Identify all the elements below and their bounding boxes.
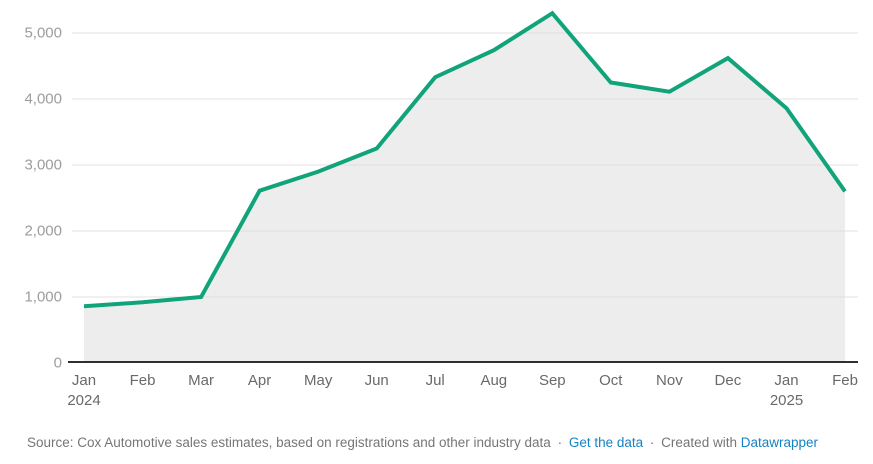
source-text: Source: Cox Automotive sales estimates, … <box>27 435 551 450</box>
x-axis-tick-month: Feb <box>832 372 858 389</box>
x-axis-tick-month: Aug <box>480 372 508 389</box>
area-fill <box>84 13 845 363</box>
x-axis-tick-label: Oct <box>599 371 622 391</box>
x-axis-tick-label: Dec <box>715 371 742 391</box>
x-axis-tick-label: Apr <box>248 371 271 391</box>
chart-footer: Source: Cox Automotive sales estimates, … <box>27 435 818 450</box>
x-axis-tick-month: Jan <box>774 372 799 389</box>
x-axis-tick-label: May <box>304 371 332 391</box>
x-axis-tick-label: Mar <box>188 371 214 391</box>
y-axis-tick-label: 3,000 <box>24 156 62 174</box>
x-axis-tick-label: Jan 2025 <box>770 371 803 411</box>
x-axis-tick-label: Jun <box>365 371 389 391</box>
x-axis-tick-month: Jul <box>425 372 445 389</box>
separator-dot: · <box>649 435 655 450</box>
x-axis-tick-label: Nov <box>656 371 683 391</box>
plot-area: 0 1,000 2,000 3,000 4,000 5,000 Jan 2024 Feb Mar… <box>24 10 858 411</box>
x-axis-tick-month: Jan <box>71 372 97 389</box>
line-chart-svg <box>68 10 858 363</box>
x-axis-tick-month: Jun <box>364 372 389 389</box>
get-the-data-link[interactable]: Get the data <box>568 435 644 450</box>
x-axis-tick-label: Feb <box>130 371 156 391</box>
y-axis-tick-label: 4,000 <box>24 90 62 108</box>
x-axis-tick-label: Jul <box>426 371 445 391</box>
x-axis-tick-label: Feb <box>832 371 858 391</box>
x-axis-tick-month: Apr <box>247 372 272 389</box>
x-axis-tick-year: 2025 <box>769 392 804 409</box>
y-axis-tick-label: 0 <box>53 354 62 372</box>
datawrapper-link[interactable]: Datawrapper <box>740 435 819 450</box>
y-axis-tick-label: 1,000 <box>24 288 62 306</box>
y-axis-tick-label: 2,000 <box>24 222 62 240</box>
x-axis-tick-year: 2024 <box>67 392 101 409</box>
x-axis-tick-month: Feb <box>129 372 156 389</box>
x-axis-tick-label: Sep <box>539 371 566 391</box>
x-axis-tick-month: Dec <box>714 372 742 389</box>
created-with-text: Created with <box>661 435 737 450</box>
x-axis-tick-month: May <box>304 372 333 389</box>
x-axis-tick-month: Sep <box>538 372 566 389</box>
x-axis-tick-label: Aug <box>480 371 507 391</box>
x-axis-tick-month: Mar <box>188 372 215 389</box>
separator-dot: · <box>557 435 563 450</box>
y-axis-tick-label: 5,000 <box>24 24 62 42</box>
sales-line <box>83 10 847 309</box>
x-axis-tick-month: Oct <box>599 372 623 389</box>
x-axis-tick-label: Jan 2024 <box>67 371 100 411</box>
x-axis-tick-month: Nov <box>656 372 683 389</box>
